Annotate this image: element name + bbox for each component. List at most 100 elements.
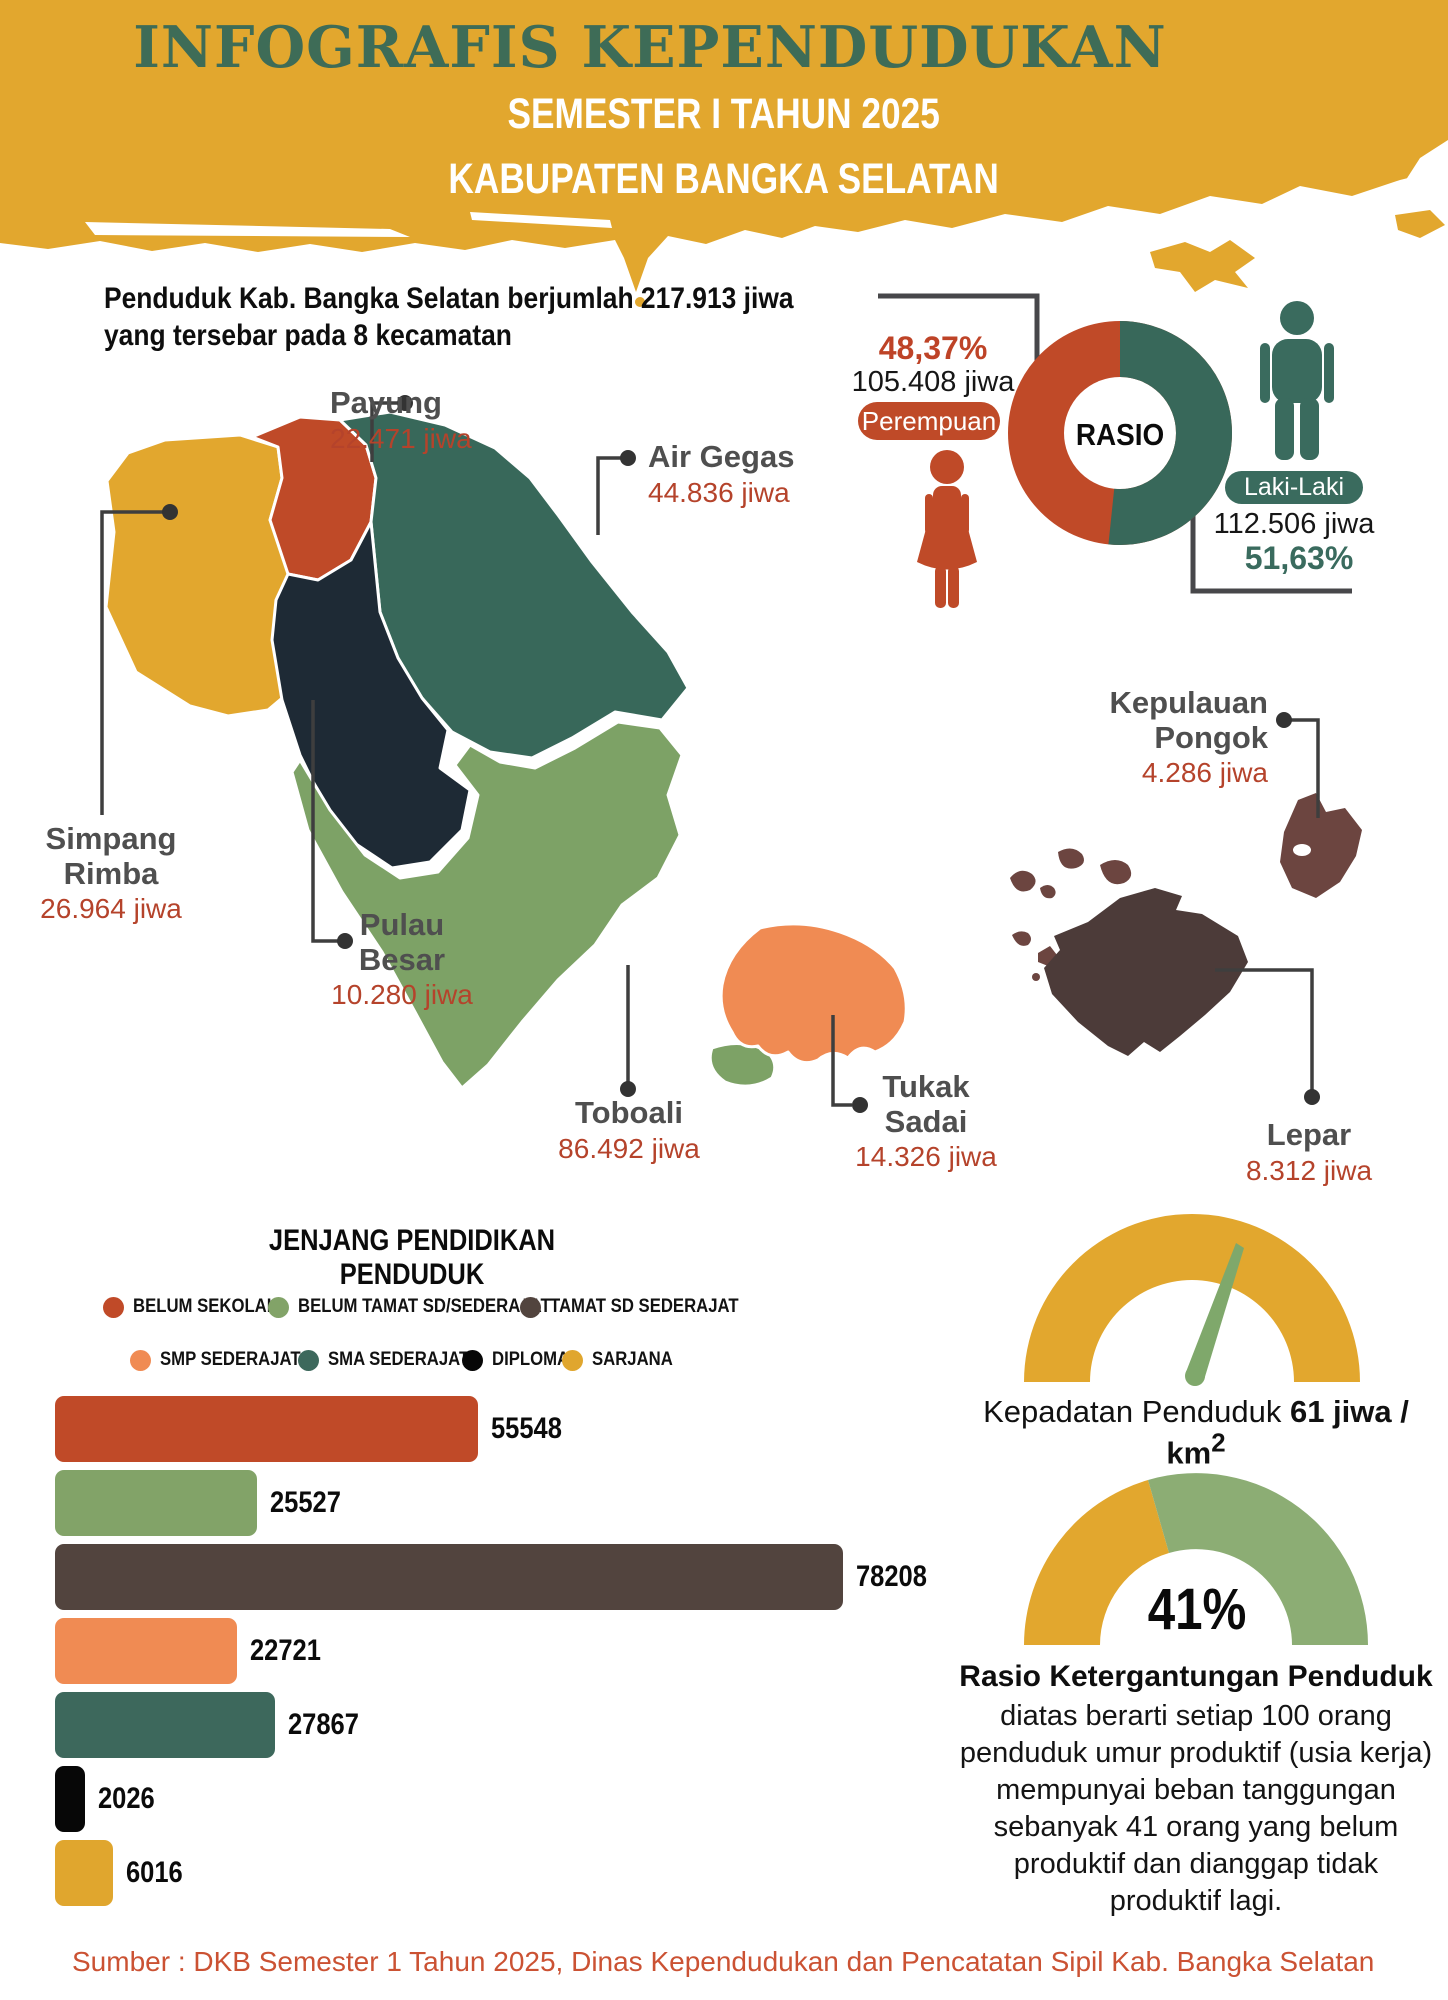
dependency-gauge-gold — [1024, 1480, 1169, 1645]
legend-dot — [103, 1296, 124, 1318]
bar-smp[interactable] — [55, 1618, 237, 1684]
intro-text: Penduduk Kab. Bangka Selatan berjumlah 2… — [104, 280, 888, 354]
legend-dot — [462, 1349, 483, 1371]
bar-value: 55548 — [491, 1412, 562, 1445]
map-island-pongok-lagoon — [1293, 844, 1311, 856]
map-label-simpang-rimba: Simpang Rimba 26.964 jiwa — [40, 821, 182, 925]
intro-line1: Penduduk Kab. Bangka Selatan berjumlah 2… — [104, 282, 794, 315]
map-islet — [1038, 946, 1057, 966]
connector-dot — [337, 933, 353, 949]
bar-belum-sekolah[interactable] — [55, 1396, 478, 1462]
bar-tamat-sd[interactable] — [55, 1544, 843, 1610]
map-islet — [1010, 870, 1036, 892]
female-badge: Perempuan — [858, 402, 1000, 440]
legend-dot — [268, 1296, 289, 1318]
connector-tukak-sadai — [831, 1015, 852, 1107]
page-subtitle-semester: SEMESTER I TAHUN 2025 — [507, 90, 941, 138]
map-label-kepulauan-pongok: Kepulauan Pongok 4.286 jiwa — [1109, 685, 1268, 789]
map-region-tukak-sadai[interactable] — [719, 922, 908, 1065]
bar-sarjana[interactable] — [55, 1840, 113, 1906]
bar-value: 6016 — [126, 1856, 183, 1889]
dependency-ratio-title: Rasio Ketergantungan Penduduk — [959, 1660, 1433, 1693]
map-label-lepar: Lepar 8.312 jiwa — [1245, 1117, 1373, 1186]
legend-item-tamat-sd: TAMAT SD SEDERAJAT — [520, 1296, 764, 1318]
intro-line2: yang tersebar pada 8 kecamatan — [104, 319, 512, 352]
connector-payung — [370, 401, 405, 462]
education-chart-title: JENJANG PENDIDIKAN PENDUDUK — [268, 1224, 556, 1291]
legend-item-belum-sekolah: BELUM SEKOLAH — [103, 1296, 299, 1318]
male-percentage: 51,63% — [1244, 540, 1354, 576]
donut-slice-laki-laki[interactable] — [1008, 321, 1232, 545]
legend-dot — [298, 1349, 319, 1371]
map-label-tukak-sadai: Tukak Sadai 14.326 jiwa — [855, 1069, 997, 1173]
male-count: 112.506 jiwa — [1213, 508, 1375, 540]
education-bar-chart: 55548 25527 78208 22721 27867 2026 6016 — [55, 1396, 927, 1914]
map-label-pulau-besar: Pulau Besar 10.280 jiwa — [331, 907, 473, 1011]
male-icon — [1260, 301, 1334, 460]
page-title: INFOGRAFIS KEPENDUDUKAN — [133, 14, 1167, 81]
map-islet — [1012, 931, 1031, 946]
connector-dot — [397, 395, 413, 411]
connector-air-gegas — [596, 456, 628, 535]
connector-lepar — [1215, 968, 1314, 1092]
connector-dot — [1304, 1089, 1320, 1105]
density-gauge-arc — [1024, 1214, 1360, 1382]
bar-diploma[interactable] — [55, 1766, 85, 1832]
legend-dot — [562, 1349, 583, 1371]
legend-dot — [520, 1296, 541, 1318]
bar-row-belum-sekolah: 55548 — [55, 1396, 875, 1462]
map-region-toboali[interactable] — [290, 720, 684, 1090]
map-islet — [1058, 848, 1084, 869]
bar-value: 27867 — [288, 1708, 359, 1741]
gender-donut-chart[interactable] — [1008, 321, 1232, 545]
density-gauge-needle — [1186, 1243, 1244, 1380]
header-band — [0, 0, 1448, 292]
map-island-lepar[interactable] — [1044, 888, 1248, 1056]
legend-item-sma: SMA SEDERAJAT — [298, 1349, 488, 1371]
header-white-streak — [470, 212, 612, 228]
map-label-payung: Payung 22.471 jiwa — [330, 385, 472, 454]
density-gauge-needle-hub — [1185, 1366, 1205, 1386]
header-white-streak — [85, 222, 410, 237]
bar-row-sarjana: 6016 — [55, 1840, 875, 1906]
male-badge: Laki-Laki — [1225, 471, 1363, 504]
bar-row-sma: 27867 — [55, 1692, 875, 1758]
map-island-pongok[interactable] — [1280, 793, 1362, 898]
connector-pulau-besar — [311, 700, 338, 943]
source-note: Sumber : DKB Semester 1 Tahun 2025, Dina… — [72, 1946, 1375, 1977]
legend-item-belum-tamat-sd: BELUM TAMAT SD/SEDERAJAT — [268, 1296, 585, 1318]
dependency-ratio-description: diatas berarti setiap 100 orang penduduk… — [959, 1700, 1433, 1917]
connector-dot — [620, 450, 636, 466]
bar-row-diploma: 2026 — [55, 1766, 875, 1832]
header-paint-speck — [635, 297, 645, 307]
connector-dot — [162, 504, 178, 520]
legend-item-smp: SMP SEDERAJAT — [130, 1349, 320, 1371]
header-paint-splatter — [1395, 210, 1445, 238]
map-islet — [1032, 973, 1040, 981]
bar-row-smp: 22721 — [55, 1618, 875, 1684]
connector-dot — [852, 1097, 868, 1113]
female-percentage: 48,37% — [878, 330, 988, 366]
female-count: 105.408 jiwa — [851, 366, 1015, 398]
bar-belum-tamat-sd[interactable] — [55, 1470, 257, 1536]
bar-value: 78208 — [856, 1560, 927, 1593]
map-label-air-gegas: Air Gegas 44.836 jiwa — [648, 439, 795, 508]
dependency-ratio-value: 41% — [1147, 1577, 1247, 1642]
bar-row-tamat-sd: 78208 — [55, 1544, 927, 1610]
density-gauge — [1024, 1214, 1360, 1386]
header-white-slash — [1393, 140, 1448, 212]
connector-pongok — [1290, 718, 1320, 818]
bar-value: 22721 — [250, 1634, 321, 1667]
dependency-gauge-green — [1148, 1473, 1368, 1645]
bar-value: 25527 — [270, 1486, 341, 1519]
bar-row-belum-tamat-sd: 25527 — [55, 1470, 875, 1536]
map-islet — [1100, 860, 1132, 885]
bar-sma[interactable] — [55, 1692, 275, 1758]
map-label-toboali: Toboali 86.492 jiwa — [558, 1095, 700, 1164]
female-icon — [917, 450, 977, 608]
bar-value: 2026 — [98, 1782, 155, 1815]
legend-item-diploma: DIPLOMA — [462, 1349, 580, 1371]
map-region-pulau-besar[interactable] — [270, 520, 472, 870]
connector-dot — [620, 1081, 636, 1097]
